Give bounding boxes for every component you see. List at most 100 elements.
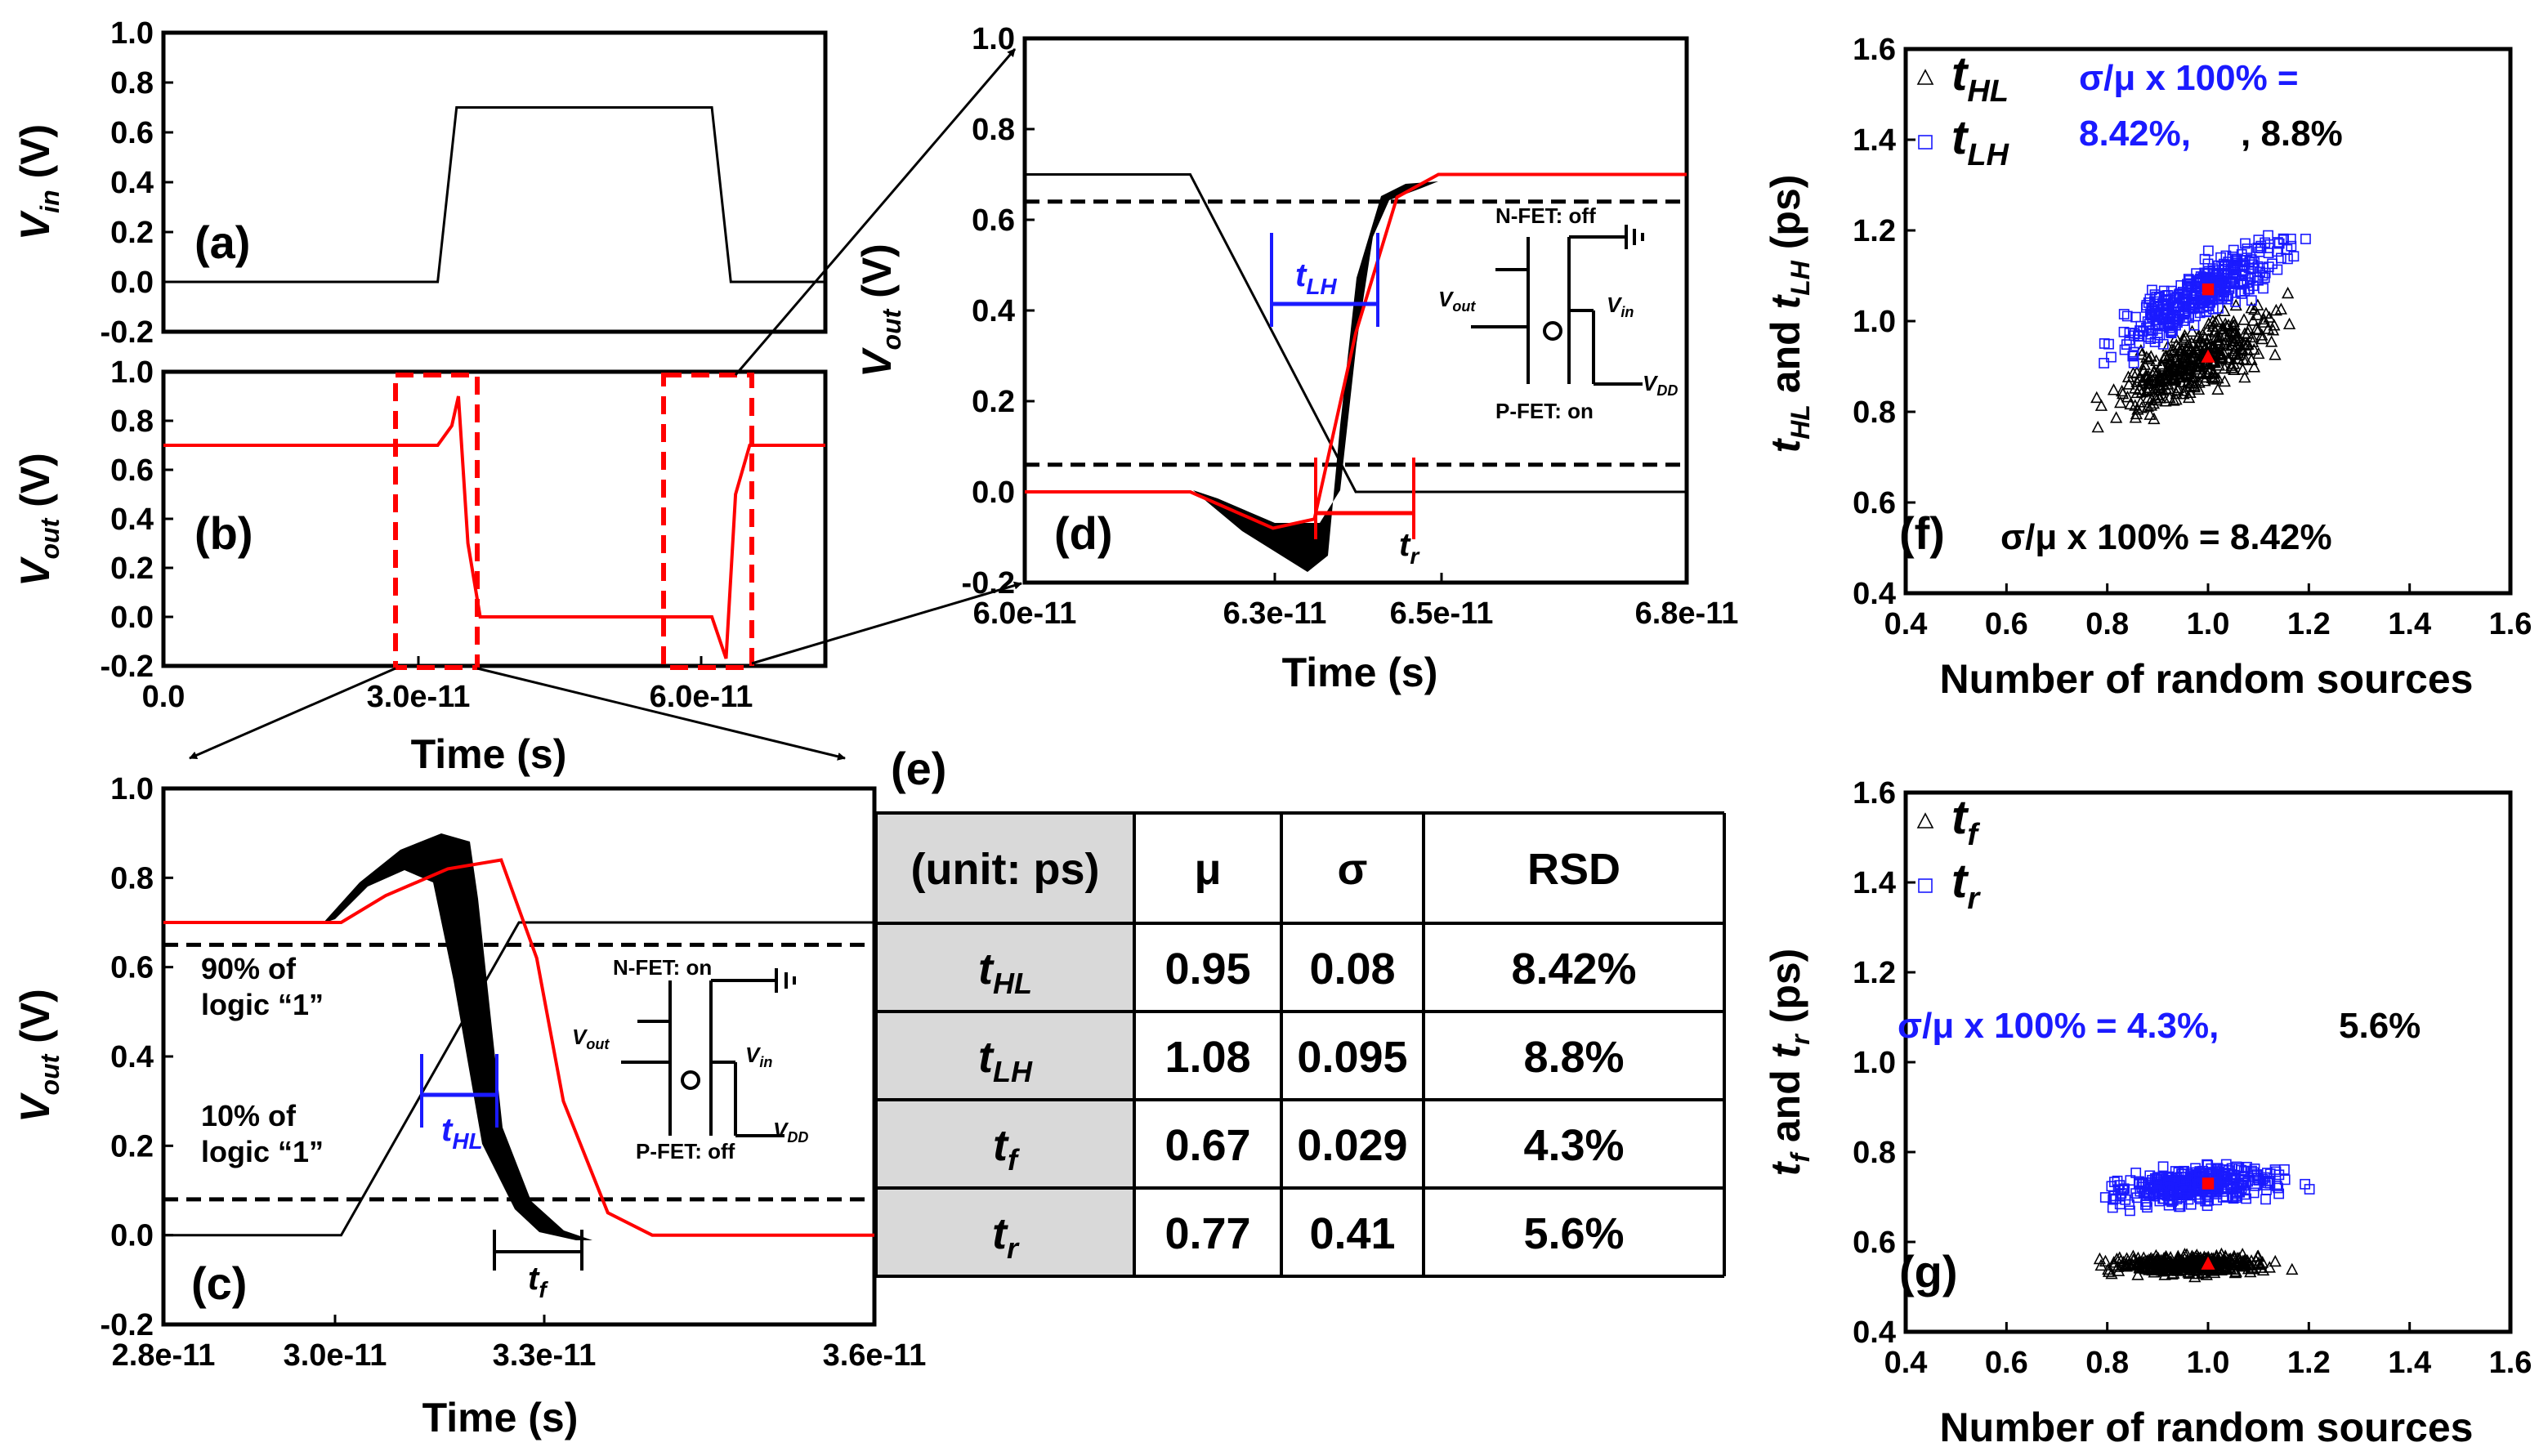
xtick-label: 6.8e-11	[1635, 596, 1739, 631]
panel-a-label: (a)	[194, 217, 250, 268]
scatter-point	[2099, 1254, 2112, 1267]
scatter-point	[2255, 332, 2269, 345]
scatter-point	[2175, 375, 2188, 388]
xtick-label: 0.0	[142, 680, 186, 714]
scatter-point	[2186, 1167, 2197, 1178]
scatter-point	[2159, 349, 2173, 361]
scatter-point	[2118, 326, 2130, 337]
scatter-point	[1916, 69, 1934, 85]
scatter-point	[2251, 1249, 2264, 1262]
scatter-point	[2175, 1191, 2187, 1203]
scatter-point	[2176, 367, 2189, 379]
scatter-point	[2162, 1175, 2174, 1186]
panel-f-label: (f)	[1899, 507, 1945, 559]
scatter-point	[2164, 322, 2175, 333]
scatter-point	[2164, 1264, 2177, 1276]
scatter-point	[2177, 333, 2191, 345]
xtick-label: 3.6e-11	[823, 1338, 927, 1373]
scatter-point	[2158, 1193, 2170, 1204]
panel-b-lines	[163, 395, 825, 659]
panel-d-inverter-schematic	[1471, 225, 1644, 386]
scatter-point	[2223, 290, 2233, 301]
scatter-point	[2175, 279, 2187, 291]
scatter-point	[2257, 312, 2270, 325]
scatter-point	[2200, 1268, 2213, 1280]
xtick-label: 3.0e-11	[284, 1338, 387, 1373]
panel-d-ylabel: Vout (V)	[854, 243, 906, 377]
ytick-label: 0.8	[972, 113, 1015, 147]
scatter-point	[2191, 331, 2205, 343]
scatter-point	[2106, 1181, 2117, 1192]
scatter-point	[1916, 812, 1934, 828]
panel-c-spread-band	[323, 833, 592, 1240]
scatter-point	[2202, 283, 2215, 296]
panel-f-points	[2090, 230, 2311, 433]
ytick-label: 0.6	[110, 116, 154, 150]
scatter-point	[2147, 396, 2160, 409]
scatter-point	[2248, 302, 2261, 315]
ytick-label: 0.2	[972, 385, 1015, 419]
scatter-point	[2116, 1188, 2127, 1199]
scatter-point	[2201, 349, 2215, 363]
scatter-point	[2091, 420, 2104, 433]
scatter-point	[2229, 298, 2242, 311]
panel-g-xlabel: Number of random sources	[1940, 1405, 2474, 1450]
xtick-label: 1.0	[2187, 1346, 2230, 1380]
scatter-point	[2141, 1190, 2152, 1201]
scatter-point	[2120, 1259, 2134, 1272]
panel-c-ann-90a: 90% of	[201, 952, 297, 985]
ytick-label: 1.2	[1853, 214, 1896, 248]
scatter-point	[2181, 364, 2194, 376]
table-sigma-cell: 0.029	[1297, 1121, 1407, 1170]
table-sigma-cell: 0.41	[1309, 1209, 1395, 1258]
scatter-point	[2124, 397, 2137, 410]
legend-label: tHL	[1951, 47, 2009, 109]
scatter-point	[2143, 408, 2157, 420]
scatter-point	[2202, 245, 2214, 257]
panel-d-thresholds	[1025, 199, 1687, 467]
ytick-label: 1.6	[1853, 776, 1896, 811]
scatter-point	[2154, 291, 2166, 302]
legend-label: tLH	[1951, 111, 2010, 172]
ytick-label: 1.4	[1853, 123, 1896, 158]
panel-d: 1.0 0.8 0.6 0.4 0.2 0.0 -0.2 6.0e-11 6.3e-11 6.5…	[854, 22, 1738, 695]
scatter-point	[2206, 1254, 2219, 1266]
scatter-point	[2242, 323, 2255, 335]
scatter-point	[2238, 1172, 2250, 1182]
scatter-point	[2107, 383, 2121, 395]
panel-e-label: (e)	[891, 743, 946, 794]
scatter-point	[2241, 337, 2254, 351]
scatter-point	[2224, 1262, 2237, 1274]
scatter-point	[2130, 1257, 2143, 1269]
panel-a-frame	[161, 30, 828, 334]
panel-d-tr-label: tr	[1399, 527, 1420, 569]
scatter-point	[2279, 1174, 2291, 1186]
scatter-point	[2244, 256, 2255, 267]
panel-d-xlabel: Time (s)	[1282, 650, 1438, 695]
ytick-label: -0.2	[101, 650, 154, 684]
xtick-label: 3.0e-11	[367, 680, 471, 714]
scatter-point	[2186, 374, 2199, 386]
scatter-point	[2215, 252, 2226, 263]
scatter-point	[2237, 313, 2251, 325]
ytick-label: 0.6	[110, 453, 154, 488]
panel-f-annotation-blue: σ/μ x 100% =	[2079, 58, 2299, 98]
panel-d-yticks: 1.0 0.8 0.6 0.4 0.2 0.0 -0.2	[962, 22, 1035, 601]
scatter-point	[2122, 377, 2135, 390]
scatter-point	[2304, 1184, 2315, 1195]
scatter-point	[2286, 1262, 2299, 1275]
ytick-label: 0.8	[110, 404, 154, 439]
scatter-point	[2128, 350, 2139, 361]
scatter-point	[2247, 259, 2259, 270]
scatter-point	[2247, 342, 2260, 355]
scatter-point	[2127, 351, 2139, 362]
xtick-label: 6.0e-11	[650, 680, 753, 714]
scatter-point	[2140, 301, 2152, 313]
scatter-point	[2181, 375, 2194, 388]
scatter-point	[2192, 1178, 2203, 1190]
scatter-point	[2253, 234, 2264, 246]
scatter-point	[2242, 277, 2253, 288]
xtick-label: 0.4	[1884, 1346, 1928, 1380]
arrow-to-c-left	[189, 667, 396, 760]
